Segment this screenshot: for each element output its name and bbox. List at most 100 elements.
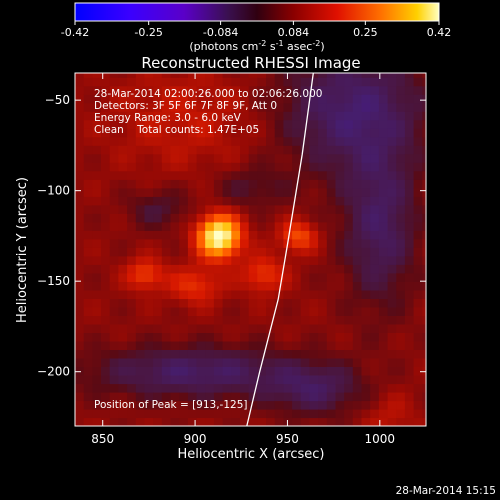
heatmap-pixel — [118, 332, 128, 342]
heatmap-pixel — [378, 375, 389, 385]
heatmap-pixel — [300, 375, 310, 385]
heatmap-pixel — [213, 247, 224, 257]
heatmap-pixel — [396, 349, 406, 359]
heatmap-pixel — [248, 409, 258, 419]
heatmap-pixel — [153, 349, 163, 359]
heatmap-pixel — [170, 136, 180, 146]
heatmap-pixel — [300, 417, 310, 426]
heatmap-pixel — [370, 315, 380, 325]
heatmap-pixel — [378, 340, 389, 350]
heatmap-pixel — [161, 170, 172, 180]
heatmap-pixel — [257, 77, 267, 87]
heatmap-pixel — [135, 323, 146, 333]
heatmap-pixel — [101, 349, 111, 359]
heatmap-pixel — [266, 375, 276, 385]
heatmap-pixel — [240, 392, 250, 402]
heatmap-pixel — [231, 272, 241, 282]
heatmap-pixel — [196, 247, 206, 257]
heatmap-pixel — [326, 187, 337, 197]
heatmap-pixel — [231, 179, 241, 189]
heatmap-pixel — [300, 357, 310, 367]
heatmap-pixel — [266, 196, 276, 206]
heatmap-pixel — [144, 238, 154, 248]
heatmap-pixel — [396, 255, 406, 265]
heatmap-pixel — [283, 332, 293, 342]
heatmap-pixel — [378, 73, 389, 78]
heatmap-pixel — [370, 247, 380, 257]
heatmap-pixel — [75, 349, 85, 359]
heatmap-pixel — [92, 111, 102, 121]
heatmap-pixel — [413, 400, 423, 410]
heatmap-pixel — [387, 153, 397, 163]
heatmap-pixel — [378, 332, 389, 342]
heatmap-pixel — [344, 94, 354, 104]
heatmap-pixel — [413, 409, 423, 419]
heatmap-pixel — [118, 94, 128, 104]
heatmap-pixel — [422, 238, 426, 248]
heatmap-pixel — [153, 230, 163, 240]
heatmap-pixel — [292, 409, 302, 419]
heatmap-pixel — [170, 417, 180, 426]
heatmap-pixel — [127, 264, 137, 274]
heatmap-image — [75, 73, 426, 426]
heatmap-pixel — [326, 409, 337, 419]
heatmap-pixel — [248, 153, 258, 163]
heatmap-pixel — [205, 340, 215, 350]
heatmap-pixel — [92, 366, 102, 376]
heatmap-pixel — [309, 323, 319, 333]
heatmap-pixel — [187, 247, 198, 257]
heatmap-pixel — [257, 366, 267, 376]
heatmap-pixel — [118, 187, 128, 197]
heatmap-pixel — [75, 77, 85, 87]
x-tick-label: 900 — [184, 432, 207, 446]
heatmap-pixel — [318, 162, 328, 172]
heatmap-pixel — [404, 272, 415, 282]
heatmap-pixel — [92, 77, 102, 87]
heatmap-pixel — [300, 170, 310, 180]
heatmap-pixel — [396, 119, 406, 129]
heatmap-pixel — [222, 323, 232, 333]
heatmap-pixel — [300, 332, 310, 342]
heatmap-pixel — [118, 77, 128, 87]
heatmap-pixel — [161, 400, 172, 410]
y-tick-label: −200 — [37, 365, 70, 379]
heatmap-pixel — [161, 204, 172, 214]
heatmap-pixel — [170, 196, 180, 206]
heatmap-pixel — [92, 272, 102, 282]
heatmap-pixel — [292, 383, 302, 393]
heatmap-pixel — [187, 349, 198, 359]
heatmap-pixel — [326, 153, 337, 163]
heatmap-pixel — [92, 332, 102, 342]
heatmap-pixel — [196, 179, 206, 189]
heatmap-pixel — [361, 264, 371, 274]
heatmap-pixel — [153, 170, 163, 180]
heatmap-pixel — [135, 417, 146, 426]
heatmap-pixel — [266, 119, 276, 129]
heatmap-pixel — [75, 332, 85, 342]
heatmap-pixel — [153, 417, 163, 426]
heatmap-pixel — [179, 400, 189, 410]
heatmap-pixel — [257, 170, 267, 180]
x-axis-label: Heliocentric X (arcsec) — [178, 447, 325, 462]
heatmap-pixel — [240, 409, 250, 419]
heatmap-pixel — [196, 400, 206, 410]
heatmap-pixel — [396, 102, 406, 112]
heatmap-pixel — [248, 102, 258, 112]
heatmap-pixel — [240, 73, 250, 78]
heatmap-pixel — [144, 111, 154, 121]
heatmap-pixel — [205, 289, 215, 299]
heatmap-pixel — [422, 170, 426, 180]
heatmap-pixel — [83, 349, 93, 359]
heatmap-pixel — [422, 366, 426, 376]
heatmap-pixel — [387, 315, 397, 325]
heatmap-pixel — [161, 272, 172, 282]
heatmap-pixel — [179, 392, 189, 402]
heatmap-pixel — [83, 136, 93, 146]
heatmap-pixel — [231, 375, 241, 385]
heatmap-pixel — [344, 102, 354, 112]
heatmap-pixel — [309, 315, 319, 325]
heatmap-pixel — [370, 417, 380, 426]
heatmap-pixel — [109, 119, 119, 129]
heatmap-pixel — [127, 272, 137, 282]
heatmap-pixel — [335, 247, 345, 257]
